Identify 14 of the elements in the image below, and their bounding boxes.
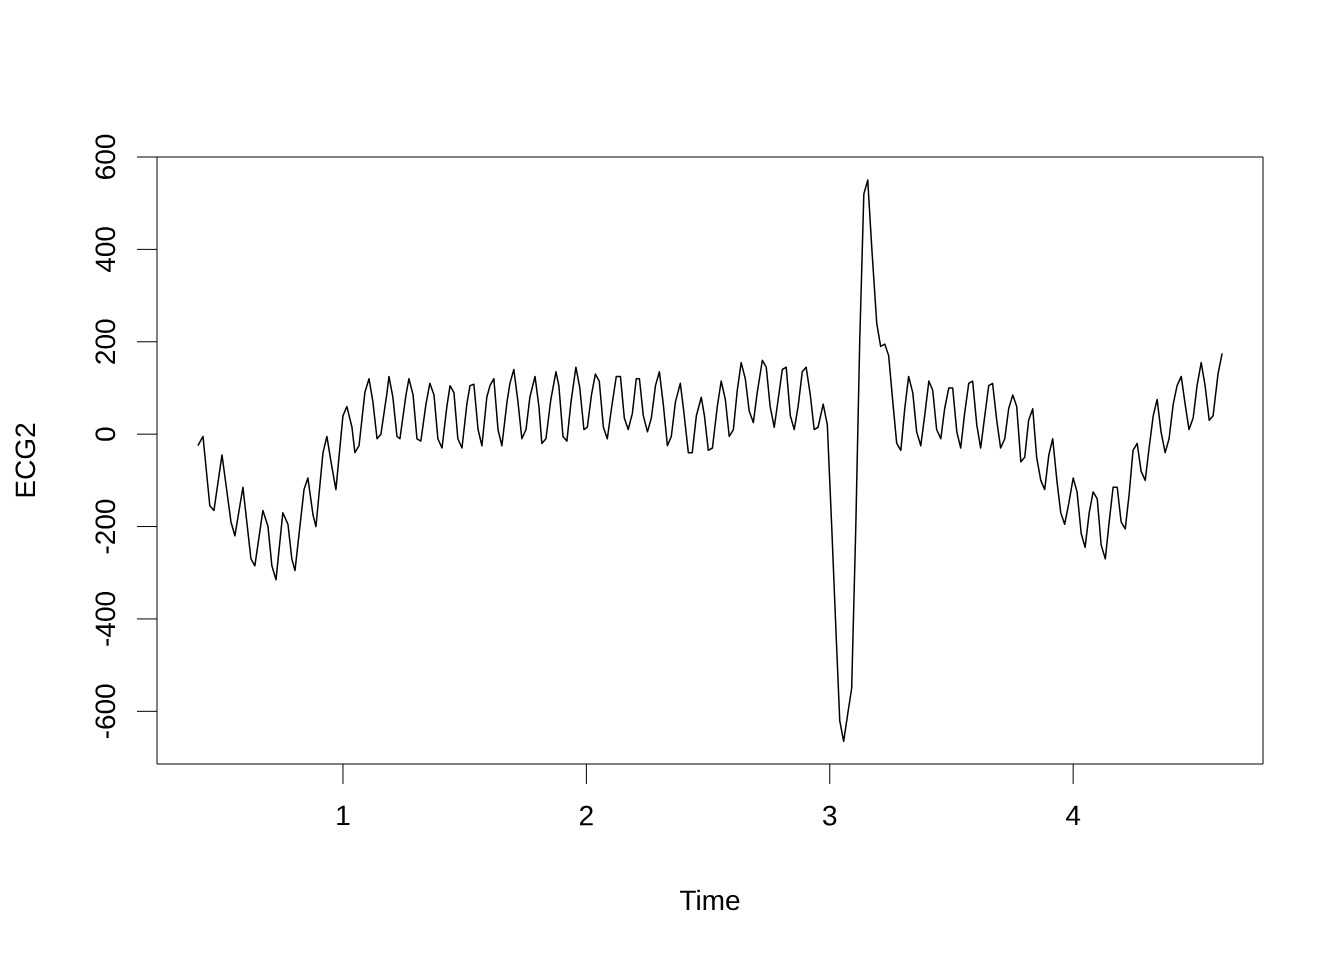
- y-tick-label: 600: [95, 134, 116, 179]
- x-tick-label: 1: [337, 805, 350, 825]
- x-axis-title: Time: [680, 889, 740, 911]
- y-tick-label: 200: [95, 319, 116, 364]
- y-tick-label: -200: [95, 499, 116, 554]
- y-tick-label: -400: [95, 592, 116, 646]
- line-series: [197, 179, 1223, 743]
- x-tick-label: 2: [579, 805, 593, 826]
- x-tick-label: 3: [823, 805, 837, 826]
- y-tick-label: 400: [95, 227, 116, 273]
- y-tick-label: 0: [95, 427, 116, 441]
- x-tick-label: 4: [1066, 805, 1081, 825]
- y-axis-title: ECG2: [15, 423, 36, 497]
- y-tick-label: -600: [95, 684, 116, 739]
